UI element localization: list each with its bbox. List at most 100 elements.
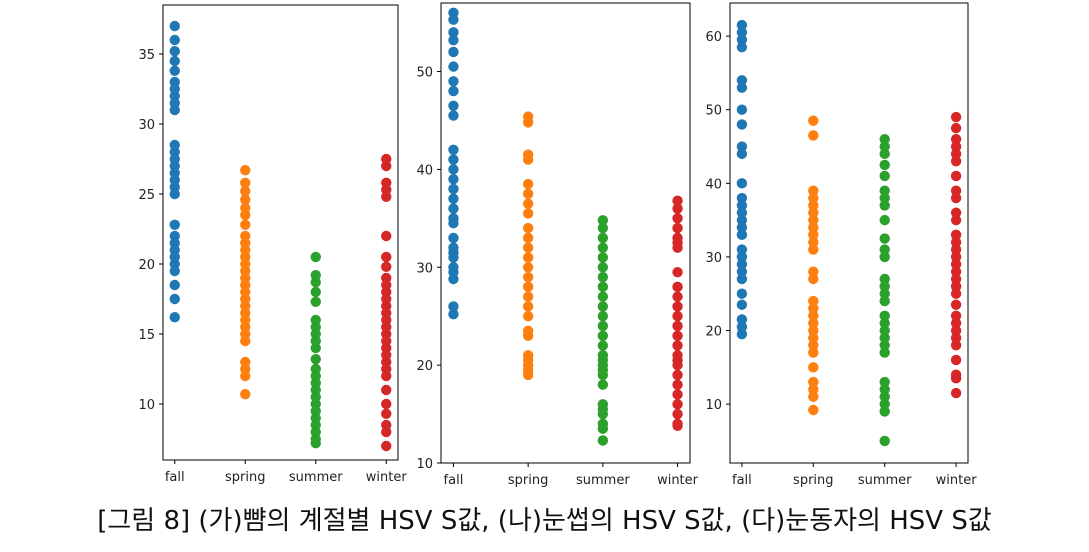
- point-winter: [950, 192, 962, 204]
- series-summer: [597, 215, 609, 446]
- point-summer: [597, 301, 609, 312]
- point-spring: [522, 117, 534, 128]
- point-winter: [381, 230, 392, 242]
- point-winter: [950, 317, 962, 329]
- panel-1: 10 15 20 25 30 35 fall spring summer winter: [138, 4, 407, 485]
- y-tick-label: 30: [138, 118, 155, 133]
- point-summer: [597, 423, 609, 434]
- y-tick-label: 10: [416, 457, 433, 472]
- point-fall: [448, 27, 459, 38]
- x-tick-label-spring: spring: [793, 473, 833, 488]
- point-winter: [381, 398, 392, 410]
- point-spring: [808, 273, 819, 285]
- point-fall: [736, 119, 748, 130]
- point-summer: [597, 262, 609, 273]
- point-winter: [950, 148, 962, 160]
- point-spring: [522, 252, 534, 263]
- point-spring: [808, 362, 819, 373]
- point-winter: [672, 408, 683, 420]
- point-summer: [597, 242, 609, 253]
- point-fall: [169, 46, 180, 57]
- point-fall: [736, 321, 748, 333]
- point-spring: [522, 330, 534, 341]
- point-summer: [597, 340, 609, 351]
- point-spring: [808, 192, 819, 204]
- point-winter: [672, 195, 683, 206]
- point-winter: [381, 261, 392, 272]
- series-winter: [950, 111, 962, 399]
- point-summer: [879, 133, 890, 145]
- point-spring: [240, 165, 251, 176]
- point-fall: [448, 154, 459, 165]
- point-spring: [808, 200, 819, 211]
- point-spring: [240, 389, 251, 400]
- point-winter: [950, 259, 962, 270]
- series-fall: [736, 19, 748, 340]
- point-spring: [808, 391, 819, 402]
- point-fall: [736, 207, 748, 218]
- point-summer: [879, 347, 890, 358]
- point-summer: [879, 384, 890, 395]
- point-fall: [448, 232, 459, 244]
- point-spring: [808, 376, 819, 388]
- point-spring: [240, 370, 251, 382]
- point-summer: [879, 398, 890, 410]
- y-tick-label: 60: [705, 30, 722, 45]
- point-fall: [736, 251, 748, 263]
- point-spring: [808, 325, 819, 336]
- point-spring: [808, 295, 819, 307]
- point-summer: [879, 325, 890, 336]
- point-fall: [448, 85, 459, 97]
- point-winter: [950, 299, 962, 310]
- point-winter: [672, 359, 683, 371]
- point-fall: [736, 259, 748, 270]
- point-spring: [522, 281, 534, 293]
- point-fall: [448, 218, 459, 229]
- point-summer: [597, 215, 609, 226]
- point-spring: [522, 301, 534, 312]
- point-summer: [597, 330, 609, 341]
- series-winter: [672, 195, 683, 432]
- point-winter: [950, 122, 962, 134]
- y-tick-label: 40: [705, 177, 722, 192]
- point-fall: [736, 244, 748, 255]
- axes-frame: [162, 4, 399, 461]
- point-winter: [950, 214, 962, 226]
- point-spring: [522, 242, 534, 253]
- y-tick-label: 30: [705, 251, 722, 266]
- point-fall: [169, 219, 180, 230]
- point-fall: [736, 288, 748, 299]
- point-summer: [879, 391, 890, 402]
- point-winter: [950, 387, 962, 399]
- axes-frame: [729, 2, 969, 464]
- figure-caption: [그림 8] (가)뺨의 계절별 HSV S값, (나)눈썹의 HSV S값, …: [97, 506, 992, 536]
- point-fall: [736, 75, 748, 86]
- point-fall: [169, 34, 180, 46]
- x-tick-label-winter: winter: [936, 473, 978, 488]
- point-fall: [169, 279, 180, 291]
- point-spring: [522, 369, 534, 381]
- point-summer: [879, 159, 890, 171]
- point-fall: [736, 34, 748, 45]
- x-tick-label-summer: summer: [576, 473, 630, 488]
- point-winter: [672, 340, 683, 351]
- point-winter: [381, 191, 392, 202]
- point-fall: [448, 301, 459, 312]
- point-winter: [950, 244, 962, 255]
- point-fall: [448, 193, 459, 204]
- point-summer: [879, 251, 890, 263]
- point-spring: [808, 384, 819, 395]
- point-spring: [240, 186, 251, 197]
- point-spring: [522, 291, 534, 302]
- point-winter: [950, 373, 962, 384]
- point-fall: [736, 266, 748, 277]
- series-winter: [381, 153, 392, 452]
- point-fall: [736, 273, 748, 285]
- point-winter: [950, 266, 962, 277]
- point-spring: [522, 178, 534, 190]
- point-winter: [950, 229, 962, 241]
- point-summer: [879, 170, 890, 182]
- point-summer: [879, 295, 890, 307]
- series-spring: [522, 111, 534, 381]
